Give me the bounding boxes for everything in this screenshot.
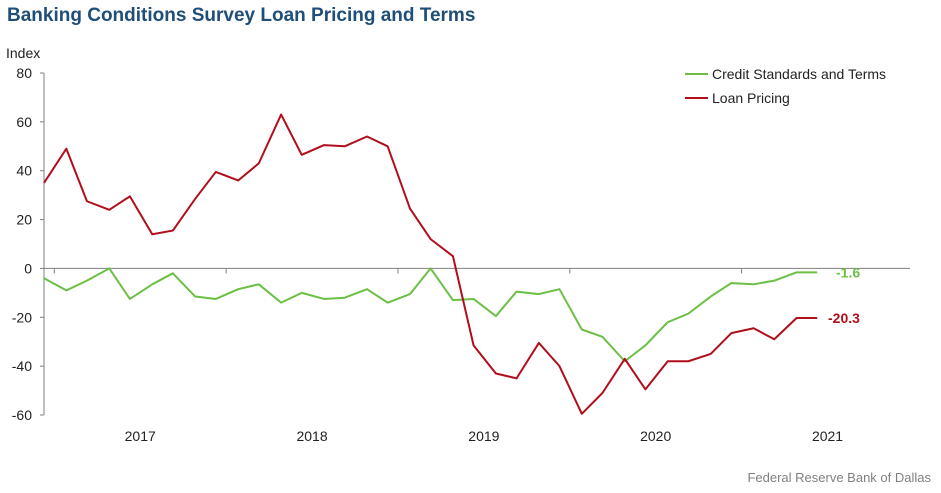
x-tick-label: 2019	[468, 428, 499, 444]
x-tick-label: 2020	[640, 428, 671, 444]
source-note: Federal Reserve Bank of Dallas	[747, 470, 931, 485]
y-axis-label: Index	[6, 45, 40, 61]
credit-standards-line	[43, 267, 818, 363]
series-lines: -1.6 -20.3	[43, 113, 860, 415]
loan-pricing-end-label: -20.3	[828, 310, 860, 326]
y-tick-label: 20	[16, 212, 32, 228]
chart-title: Banking Conditions Survey Loan Pricing a…	[7, 5, 476, 26]
x-tick-label: 2017	[125, 428, 156, 444]
loan-pricing-line	[43, 113, 818, 415]
y-tick-label: 0	[24, 260, 32, 276]
axes: 80 60 40 20 0 -20 -40 -60 2017 2018 2019 2020 2021	[12, 65, 910, 444]
x-tick-label: 2018	[296, 428, 327, 444]
y-tick-label: 60	[16, 114, 32, 130]
legend-label-loan-pricing: Loan Pricing	[712, 90, 790, 106]
legend-label-credit-standards: Credit Standards and Terms	[712, 66, 886, 82]
y-tick-label: -40	[12, 358, 32, 374]
legend: Credit Standards and Terms Loan Pricing	[685, 66, 886, 106]
y-tick-label: -60	[12, 407, 32, 423]
credit-standards-end-label: -1.6	[836, 264, 860, 280]
y-tick-label: -20	[12, 309, 32, 325]
x-tick-label: 2021	[812, 428, 843, 444]
y-tick-label: 40	[16, 163, 32, 179]
y-tick-label: 80	[16, 65, 32, 81]
